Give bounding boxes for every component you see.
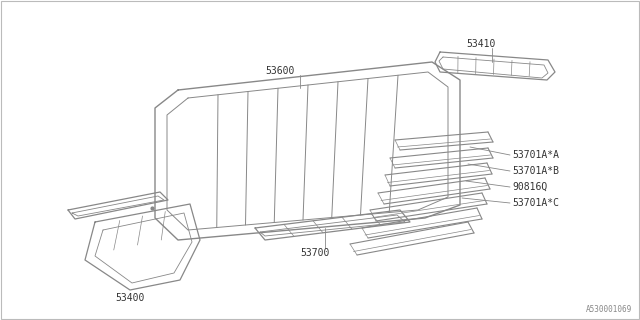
Text: 53701A*B: 53701A*B: [512, 166, 559, 176]
Text: 53700: 53700: [300, 248, 330, 258]
Text: 53410: 53410: [466, 39, 495, 49]
Text: 53600: 53600: [265, 66, 294, 76]
Text: 53400: 53400: [115, 293, 145, 303]
Text: 53701A*A: 53701A*A: [512, 150, 559, 160]
Text: 53701A*C: 53701A*C: [512, 198, 559, 208]
Text: 90816Q: 90816Q: [512, 182, 547, 192]
Text: A530001069: A530001069: [586, 305, 632, 314]
